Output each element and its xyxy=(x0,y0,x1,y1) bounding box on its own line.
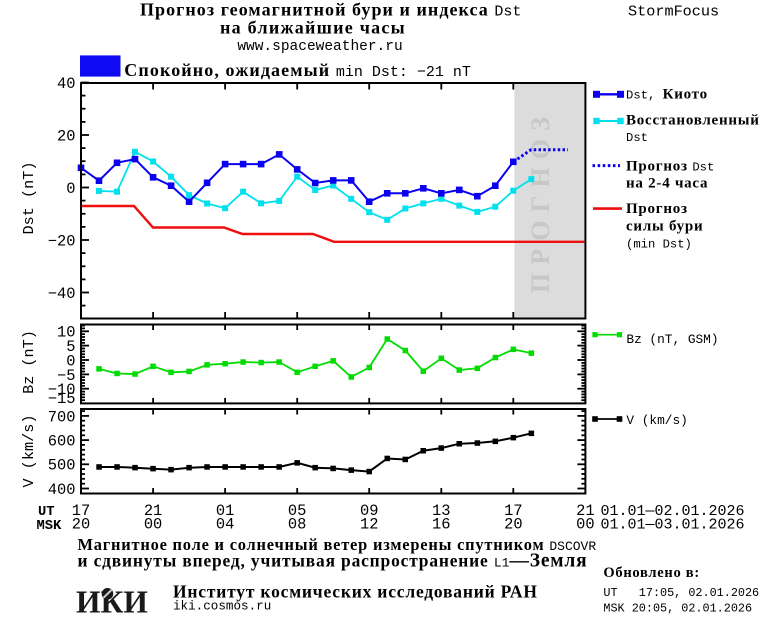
svg-text:00: 00 xyxy=(144,516,162,534)
svg-text:13: 13 xyxy=(432,502,450,520)
svg-text:Прогноз Dst: Прогноз Dst xyxy=(626,158,714,174)
svg-text:−40: −40 xyxy=(48,285,76,303)
svg-text:StormFocus: StormFocus xyxy=(628,3,719,21)
svg-text:5: 5 xyxy=(66,338,75,356)
svg-text:00: 00 xyxy=(576,516,594,534)
svg-text:MSK 20:05, 02.01.2026: MSK 20:05, 02.01.2026 xyxy=(603,601,752,615)
svg-text:21: 21 xyxy=(144,502,162,520)
svg-text:20: 20 xyxy=(57,127,75,145)
svg-text:и сдвинуты вперед, учитывая ра: и сдвинуты вперед, учитывая распростране… xyxy=(78,551,588,572)
svg-text:UT: UT xyxy=(38,505,55,520)
svg-text:40: 40 xyxy=(57,75,75,93)
svg-text:−10: −10 xyxy=(48,381,76,399)
svg-text:на ближайшие часы: на ближайшие часы xyxy=(220,18,406,38)
svg-text:09: 09 xyxy=(360,502,378,520)
svg-text:17: 17 xyxy=(72,502,90,520)
svg-text:UT 17:05, 02.01.2026: UT 17:05, 02.01.2026 xyxy=(603,586,759,600)
svg-text:Прогноз геомагнитной бури и ин: Прогноз геомагнитной бури и индекса Dst xyxy=(140,0,521,21)
svg-text:04: 04 xyxy=(216,516,234,534)
svg-text:01.01—02.01.2026: 01.01—02.01.2026 xyxy=(601,503,745,520)
svg-text:Прогноз: Прогноз xyxy=(626,201,688,217)
svg-text:20: 20 xyxy=(504,516,522,534)
svg-text:700: 700 xyxy=(48,408,76,426)
svg-text:Магнитное поле и солнечный вет: Магнитное поле и солнечный ветер измерен… xyxy=(78,535,597,554)
svg-text:MSK: MSK xyxy=(37,519,63,534)
svg-text:Bz (nT, GSM): Bz (nT, GSM) xyxy=(626,332,718,347)
svg-text:12: 12 xyxy=(360,516,378,534)
svg-text:16: 16 xyxy=(432,516,450,534)
svg-text:01: 01 xyxy=(216,502,234,520)
svg-text:V (km/s): V (km/s) xyxy=(626,413,687,428)
svg-text:01.01—03.01.2026: 01.01—03.01.2026 xyxy=(601,517,745,534)
svg-text:V (km/s): V (km/s) xyxy=(20,415,38,488)
svg-text:08: 08 xyxy=(288,516,306,534)
svg-text:0: 0 xyxy=(66,180,75,198)
svg-text:силы бури: силы бури xyxy=(626,219,703,235)
svg-text:Спокойно, ожидаемый min Dst: −: Спокойно, ожидаемый min Dst: −21 nT xyxy=(124,60,471,81)
svg-text:Восстановленный: Восстановленный xyxy=(626,113,760,129)
svg-text:Институт космических исследова: Институт космических исследований РАН xyxy=(173,582,538,602)
svg-text:20: 20 xyxy=(72,516,90,534)
svg-text:ПРОГНОЗ: ПРОГНОЗ xyxy=(526,109,555,293)
svg-text:−5: −5 xyxy=(57,367,75,385)
svg-text:0: 0 xyxy=(66,352,75,370)
svg-text:500: 500 xyxy=(48,457,76,475)
svg-text:−15: −15 xyxy=(48,390,76,408)
svg-text:(min Dst): (min Dst) xyxy=(626,238,692,252)
svg-text:Обновлено в:: Обновлено в: xyxy=(603,565,700,581)
svg-text:Dst (nT): Dst (nT) xyxy=(20,162,38,235)
svg-text:Bz (nT): Bz (nT) xyxy=(20,330,38,394)
svg-text:400: 400 xyxy=(48,481,76,499)
svg-text:www.spaceweather.ru: www.spaceweather.ru xyxy=(237,39,402,55)
svg-text:iki.cosmos.ru: iki.cosmos.ru xyxy=(173,600,271,614)
svg-text:21: 21 xyxy=(576,502,594,520)
svg-text:Dst, Киото: Dst, Киото xyxy=(626,87,708,103)
svg-text:10: 10 xyxy=(57,324,75,342)
svg-text:−20: −20 xyxy=(48,232,76,250)
svg-text:ИКИ: ИКИ xyxy=(76,585,148,620)
svg-text:05: 05 xyxy=(288,502,306,520)
svg-text:17: 17 xyxy=(504,502,522,520)
svg-text:Dst: Dst xyxy=(626,131,648,145)
svg-text:600: 600 xyxy=(48,433,76,451)
svg-text:на 2-4 часа: на 2-4 часа xyxy=(626,175,708,191)
